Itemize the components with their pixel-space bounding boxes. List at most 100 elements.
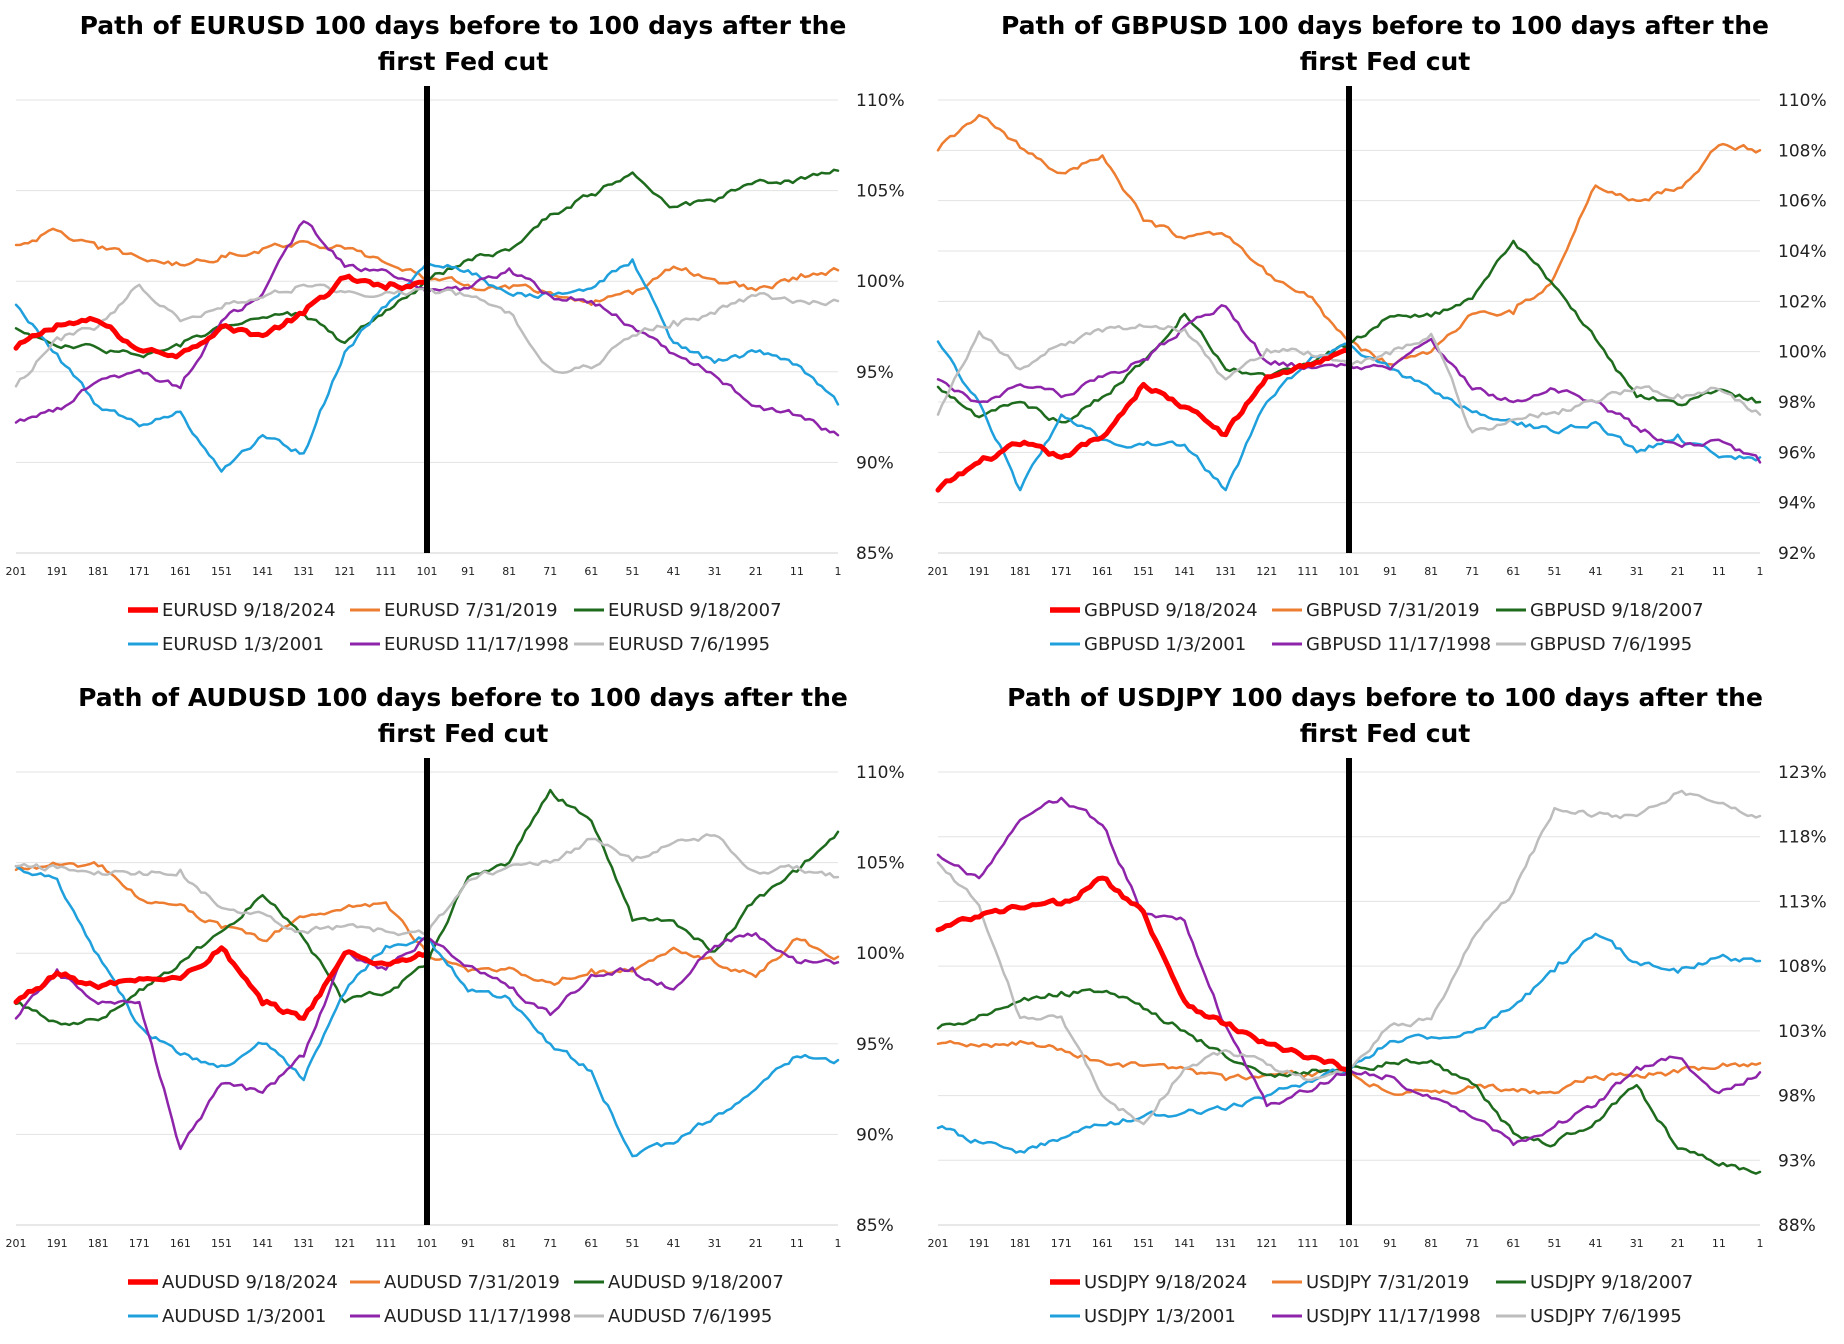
x-tick-label: 121 bbox=[1256, 565, 1277, 578]
x-tick-label: 191 bbox=[969, 565, 990, 578]
x-tick-label: 191 bbox=[47, 565, 68, 578]
x-tick-label: 131 bbox=[1215, 565, 1236, 578]
legend-entry: USDJPY 9/18/2007 bbox=[1530, 1272, 1693, 1293]
y-tick-label: 113% bbox=[1778, 892, 1827, 912]
chart-title-line: Path of EURUSD 100 days before to 100 da… bbox=[80, 11, 847, 40]
x-tick-label: 51 bbox=[626, 1237, 640, 1250]
chart-panel-eurusd: Path of EURUSD 100 days before to 100 da… bbox=[0, 0, 922, 672]
x-tick-label: 161 bbox=[170, 1237, 191, 1250]
legend-entry: USDJPY 11/17/1998 bbox=[1306, 1306, 1481, 1327]
x-tick-label: 71 bbox=[543, 565, 557, 578]
x-tick-label: 31 bbox=[708, 1237, 722, 1250]
series-line-0 bbox=[935, 875, 1352, 1073]
x-tick-label: 71 bbox=[1465, 565, 1479, 578]
x-tick-label: 111 bbox=[1297, 565, 1318, 578]
x-tick-label: 181 bbox=[1010, 1237, 1031, 1250]
x-tick-label: 71 bbox=[543, 1237, 557, 1250]
chart-panel-audusd: Path of AUDUSD 100 days before to 100 da… bbox=[0, 672, 922, 1344]
x-tick-label: 51 bbox=[1548, 565, 1562, 578]
x-tick-label: 181 bbox=[1010, 565, 1031, 578]
x-tick-label: 201 bbox=[928, 565, 949, 578]
y-tick-label: 100% bbox=[1778, 343, 1827, 363]
x-tick-label: 71 bbox=[1465, 1237, 1479, 1250]
x-tick-label: 91 bbox=[1383, 565, 1397, 578]
chart-svg-audusd: Path of AUDUSD 100 days before to 100 da… bbox=[6, 683, 905, 1327]
x-tick-label: 81 bbox=[502, 1237, 516, 1250]
y-tick-label: 118% bbox=[1778, 828, 1827, 848]
x-tick-label: 121 bbox=[334, 1237, 355, 1250]
legend-entry: EURUSD 7/31/2019 bbox=[384, 600, 558, 621]
y-tick-label: 100% bbox=[856, 944, 905, 964]
y-tick-label: 93% bbox=[1778, 1151, 1816, 1171]
x-tick-label: 101 bbox=[417, 1237, 438, 1250]
x-tick-label: 1 bbox=[1757, 1237, 1764, 1250]
x-tick-label: 181 bbox=[88, 1237, 109, 1250]
x-tick-label: 171 bbox=[129, 1237, 150, 1250]
x-tick-label: 201 bbox=[6, 1237, 27, 1250]
x-tick-label: 81 bbox=[1424, 565, 1438, 578]
y-tick-label: 92% bbox=[1778, 544, 1816, 564]
x-tick-label: 121 bbox=[334, 565, 355, 578]
x-tick-label: 161 bbox=[170, 565, 191, 578]
legend-entry: EURUSD 9/18/2024 bbox=[162, 600, 336, 621]
legend-entry: GBPUSD 1/3/2001 bbox=[1084, 634, 1246, 655]
x-tick-label: 131 bbox=[293, 1237, 314, 1250]
x-tick-label: 201 bbox=[6, 565, 27, 578]
x-tick-label: 21 bbox=[749, 1237, 763, 1250]
legend-entry: USDJPY 7/31/2019 bbox=[1306, 1272, 1469, 1293]
x-tick-label: 11 bbox=[1712, 565, 1726, 578]
x-tick-label: 171 bbox=[1051, 565, 1072, 578]
x-tick-label: 61 bbox=[1506, 1237, 1520, 1250]
legend-entry: GBPUSD 9/18/2024 bbox=[1084, 600, 1258, 621]
chart-title-line: Path of USDJPY 100 days before to 100 da… bbox=[1007, 683, 1763, 712]
legend-entry: EURUSD 1/3/2001 bbox=[162, 634, 324, 655]
y-tick-label: 108% bbox=[1778, 141, 1827, 161]
y-tick-label: 105% bbox=[856, 854, 905, 874]
legend-entry: GBPUSD 7/6/1995 bbox=[1530, 634, 1692, 655]
x-tick-label: 21 bbox=[1671, 1237, 1685, 1250]
legend-entry: GBPUSD 11/17/1998 bbox=[1306, 634, 1491, 655]
x-tick-label: 101 bbox=[1339, 565, 1360, 578]
legend-entry: AUDUSD 11/17/1998 bbox=[384, 1306, 571, 1327]
legend-entry: EURUSD 11/17/1998 bbox=[384, 634, 569, 655]
x-tick-label: 51 bbox=[1548, 1237, 1562, 1250]
chart-title-line: first Fed cut bbox=[378, 47, 549, 76]
chart-title-line: first Fed cut bbox=[1300, 47, 1471, 76]
x-tick-label: 101 bbox=[417, 565, 438, 578]
legend-entry: USDJPY 9/18/2024 bbox=[1084, 1272, 1247, 1293]
x-tick-label: 171 bbox=[1051, 1237, 1072, 1250]
x-tick-label: 1 bbox=[1757, 565, 1764, 578]
y-tick-label: 90% bbox=[856, 453, 894, 473]
chart-svg-eurusd: Path of EURUSD 100 days before to 100 da… bbox=[6, 11, 905, 655]
x-tick-label: 31 bbox=[1630, 565, 1644, 578]
x-tick-label: 21 bbox=[1671, 565, 1685, 578]
series-line-0 bbox=[935, 347, 1352, 493]
x-tick-label: 161 bbox=[1092, 565, 1113, 578]
chart-title-line: Path of GBPUSD 100 days before to 100 da… bbox=[1001, 11, 1769, 40]
x-tick-label: 151 bbox=[1133, 565, 1154, 578]
x-tick-label: 161 bbox=[1092, 1237, 1113, 1250]
x-tick-label: 41 bbox=[1589, 1237, 1603, 1250]
y-tick-label: 106% bbox=[1778, 192, 1827, 212]
x-tick-label: 91 bbox=[1383, 1237, 1397, 1250]
y-tick-label: 95% bbox=[856, 363, 894, 383]
y-tick-label: 110% bbox=[856, 91, 905, 111]
legend-entry: EURUSD 9/18/2007 bbox=[608, 600, 782, 621]
y-tick-label: 85% bbox=[856, 1216, 894, 1236]
x-tick-label: 151 bbox=[1133, 1237, 1154, 1250]
x-tick-label: 191 bbox=[969, 1237, 990, 1250]
x-tick-label: 61 bbox=[584, 565, 598, 578]
x-tick-label: 111 bbox=[375, 1237, 396, 1250]
x-tick-label: 91 bbox=[461, 1237, 475, 1250]
y-tick-label: 98% bbox=[1778, 1087, 1816, 1107]
y-tick-label: 94% bbox=[1778, 494, 1816, 514]
x-tick-label: 181 bbox=[88, 565, 109, 578]
x-tick-label: 61 bbox=[584, 1237, 598, 1250]
x-tick-label: 81 bbox=[502, 565, 516, 578]
x-tick-label: 141 bbox=[252, 1237, 273, 1250]
y-tick-label: 105% bbox=[856, 182, 905, 202]
x-tick-label: 41 bbox=[1589, 565, 1603, 578]
legend-entry: AUDUSD 1/3/2001 bbox=[162, 1306, 326, 1327]
y-tick-label: 102% bbox=[1778, 292, 1827, 312]
y-tick-label: 123% bbox=[1778, 763, 1827, 783]
